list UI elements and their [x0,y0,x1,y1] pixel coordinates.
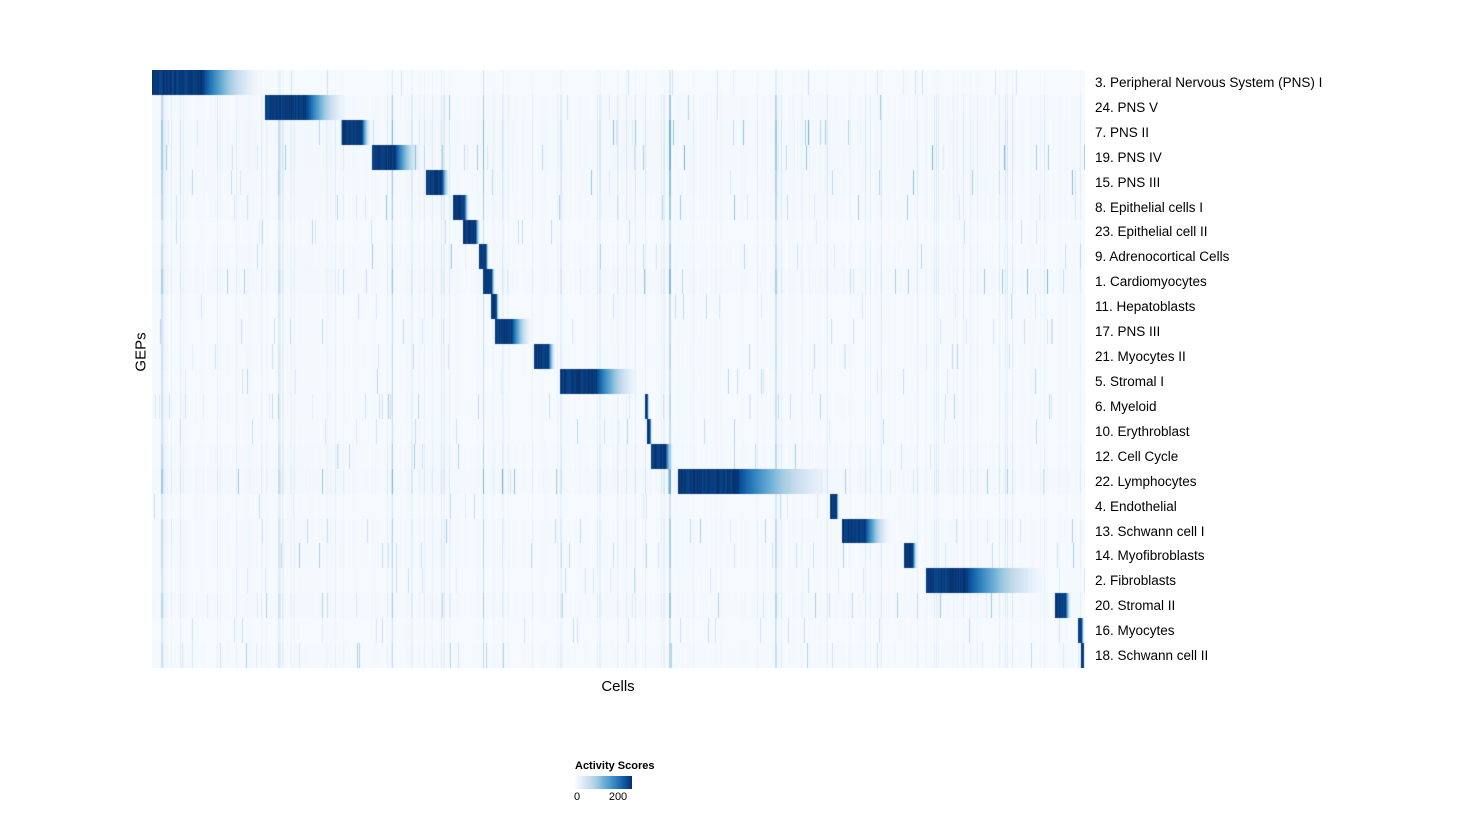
legend-tick-min: 0 [573,791,581,803]
legend-gradient-bar [575,776,632,789]
y-axis-label: GEPs [132,332,150,372]
heatmap-canvas [152,70,1085,668]
row-label: 5. Stromal I [1095,374,1165,390]
row-label: 13. Schwann cell I [1095,523,1205,539]
row-label: 9. Adrenocortical Cells [1095,249,1230,265]
legend-tick-max: 200 [608,791,628,803]
row-label: 19. PNS IV [1095,149,1162,165]
legend: Activity Scores 0 200 [573,760,695,805]
row-label: 2. Fibroblasts [1095,573,1177,589]
row-label: 12. Cell Cycle [1095,448,1179,464]
row-label: 7. PNS II [1095,124,1150,140]
row-label: 3. Peripheral Nervous System (PNS) I [1095,74,1323,90]
row-label: 22. Lymphocytes [1095,473,1197,489]
row-label: 10. Erythroblast [1095,423,1190,439]
legend-ticks: 0 200 [573,791,695,805]
row-label: 18. Schwann cell II [1095,648,1209,664]
row-label: 16. Myocytes [1095,623,1175,639]
row-label: 6. Myeloid [1095,398,1157,414]
row-label: 8. Epithelial cells I [1095,199,1204,215]
row-label: 11. Hepatoblasts [1095,299,1196,315]
row-label: 15. PNS III [1095,174,1161,190]
row-label: 4. Endothelial [1095,498,1177,514]
row-label: 24. PNS V [1095,99,1159,115]
row-label: 17. PNS III [1095,324,1161,340]
row-label: 23. Epithelial cell II [1095,224,1208,240]
legend-title: Activity Scores [575,760,655,772]
row-label: 21. Myocytes II [1095,349,1186,365]
row-label: 14. Myofibroblasts [1095,548,1205,564]
x-axis-label: Cells [601,678,635,695]
row-labels: 3. Peripheral Nervous System (PNS) I 24. … [1095,70,1455,668]
row-label: 20. Stromal II [1095,598,1176,614]
row-label: 1. Cardiomyocytes [1095,274,1207,290]
